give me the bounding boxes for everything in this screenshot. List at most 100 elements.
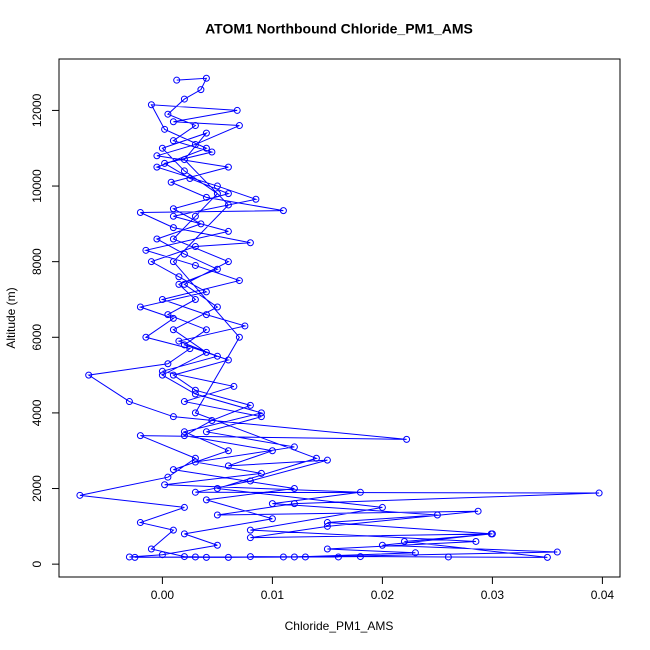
- data-line: [79, 77, 600, 558]
- data-point: [136, 432, 144, 440]
- data-point: [191, 386, 199, 394]
- data-point: [553, 548, 561, 556]
- data-point: [312, 454, 320, 462]
- data-point: [224, 201, 232, 209]
- y-tick-label: 12000: [30, 93, 44, 127]
- x-tick-label: 0.01: [261, 588, 285, 602]
- data-point: [191, 295, 199, 303]
- data-point: [403, 435, 411, 443]
- data-point: [125, 398, 133, 406]
- x-tick-label: 0.02: [371, 588, 395, 602]
- data-point: [279, 207, 287, 215]
- data-point: [290, 485, 298, 493]
- data-point: [213, 352, 221, 360]
- data-point: [246, 526, 254, 534]
- data-point: [257, 409, 265, 417]
- data-point: [246, 239, 254, 247]
- data-point: [356, 553, 364, 561]
- data-point: [202, 288, 210, 296]
- y-tick-label: 6000: [30, 324, 44, 351]
- data-point: [191, 140, 199, 148]
- data-point: [85, 371, 93, 379]
- data-point: [224, 447, 232, 455]
- data-point: [224, 258, 232, 266]
- data-point: [191, 122, 199, 130]
- data-point: [400, 537, 408, 545]
- data-point: [158, 367, 166, 375]
- data-point: [147, 545, 155, 553]
- data-point: [161, 159, 169, 167]
- x-tick-label: 0.04: [591, 588, 615, 602]
- data-point: [164, 311, 172, 319]
- data-point: [213, 190, 221, 198]
- data-point: [230, 382, 238, 390]
- chart-title: ATOM1 Northbound Chloride_PM1_AMS: [205, 21, 473, 37]
- data-point: [257, 469, 265, 477]
- y-tick-label: 10000: [30, 169, 44, 203]
- data-point: [202, 348, 210, 356]
- data-point: [444, 553, 452, 561]
- data-point: [202, 326, 210, 334]
- data-point: [191, 390, 199, 398]
- data-point: [169, 235, 177, 243]
- data-point: [235, 122, 243, 130]
- data-point: [224, 356, 232, 364]
- data-point: [378, 541, 386, 549]
- data-point: [202, 74, 210, 82]
- data-point: [224, 163, 232, 171]
- data-point: [241, 322, 249, 330]
- data-point: [169, 466, 177, 474]
- data-point: [169, 224, 177, 232]
- data-point: [246, 534, 254, 542]
- data-point: [169, 314, 177, 322]
- data-point: [323, 456, 331, 464]
- data-point: [213, 541, 221, 549]
- data-point: [169, 205, 177, 213]
- data-point: [164, 473, 172, 481]
- data-point: [411, 549, 419, 557]
- data-point: [202, 311, 210, 319]
- data-point: [180, 428, 188, 436]
- data-point: [197, 220, 205, 228]
- data-point: [268, 447, 276, 455]
- data-point: [202, 553, 210, 561]
- data-point: [136, 209, 144, 217]
- data-point: [268, 500, 276, 508]
- data-point: [224, 553, 232, 561]
- data-point: [180, 503, 188, 511]
- data-point: [158, 371, 166, 379]
- y-tick-label: 0: [30, 560, 44, 567]
- data-point: [153, 152, 161, 160]
- data-point: [191, 458, 199, 466]
- data-point: [180, 398, 188, 406]
- data-point: [279, 553, 287, 561]
- data-point: [164, 110, 172, 118]
- data-point: [169, 118, 177, 126]
- data-point: [213, 511, 221, 519]
- data-point: [433, 511, 441, 519]
- data-point: [202, 193, 210, 201]
- data-point: [180, 553, 188, 561]
- data-point: [136, 519, 144, 527]
- data-point: [180, 167, 188, 175]
- y-tick-label: 4000: [30, 399, 44, 426]
- data-point: [175, 337, 183, 345]
- data-point: [233, 106, 241, 114]
- data-point: [167, 178, 175, 186]
- data-point: [235, 277, 243, 285]
- data-point: [323, 545, 331, 553]
- data-point: [147, 101, 155, 109]
- data-point: [173, 76, 181, 84]
- data-point: [472, 537, 480, 545]
- data-point: [169, 326, 177, 334]
- data-point: [180, 250, 188, 258]
- data-point: [169, 413, 177, 421]
- data-point: [186, 345, 194, 353]
- x-tick-label: 0.00: [151, 588, 175, 602]
- data-point: [197, 86, 205, 94]
- data-point: [224, 462, 232, 470]
- data-point: [191, 409, 199, 417]
- x-axis-label: Chloride_PM1_AMS: [285, 619, 394, 633]
- data-point: [235, 333, 243, 341]
